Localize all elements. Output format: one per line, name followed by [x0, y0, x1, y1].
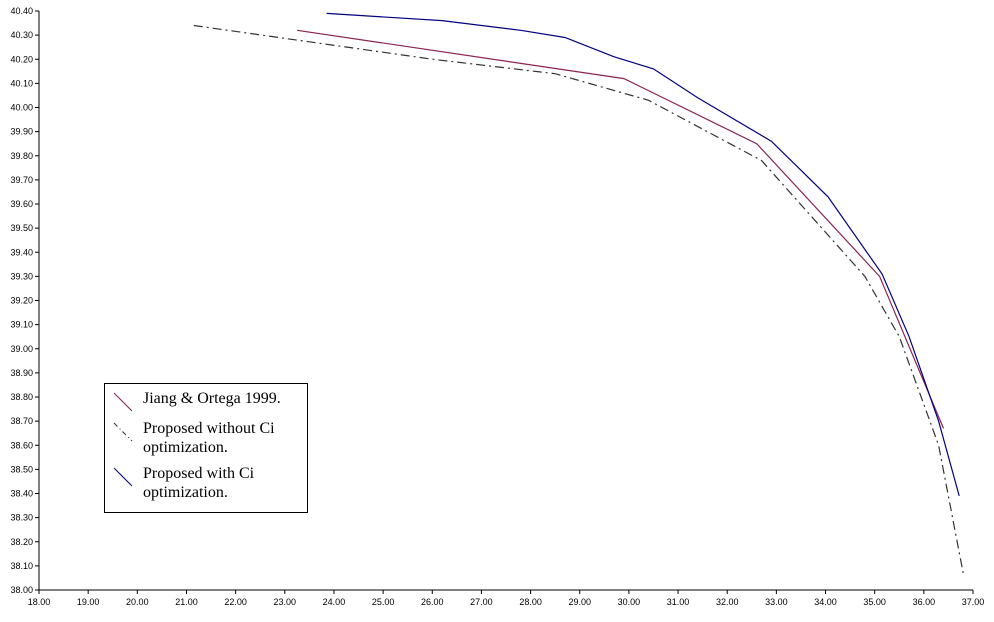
legend-label-without-ci: Proposed without Ci optimization.: [143, 420, 275, 456]
y-tick-label: 39.30: [10, 271, 33, 281]
y-tick-label: 39.60: [10, 199, 33, 209]
y-tick-label: 39.00: [10, 344, 33, 354]
y-tick-label: 38.00: [10, 585, 33, 595]
legend-swatch-with-ci: [113, 467, 133, 487]
x-tick-label: 31.00: [667, 597, 690, 607]
y-tick-label: 38.90: [10, 368, 33, 378]
y-tick-label: 40.10: [10, 78, 33, 88]
y-axis-ticks: 38.00 38.10 38.20 38.30 38.40 38.50 38.60 38.70…: [10, 6, 39, 595]
y-tick-label: 40.20: [10, 54, 33, 64]
y-tick-label: 39.90: [10, 127, 33, 137]
y-tick-label: 39.50: [10, 223, 33, 233]
x-tick-label: 22.00: [224, 597, 247, 607]
x-tick-label: 37.00: [962, 597, 985, 607]
x-tick-label: 18.00: [28, 597, 51, 607]
y-tick-label: 40.30: [10, 30, 33, 40]
legend-swatch-line: [113, 467, 133, 487]
y-tick-label: 38.80: [10, 392, 33, 402]
legend-swatch-jiang: [113, 392, 133, 412]
y-tick-label: 39.40: [10, 247, 33, 257]
x-axis-ticks: 18.00 19.00 20.00 21.00 22.00 23.00 24.00 25.00…: [28, 590, 985, 607]
y-tick-label: 38.20: [10, 537, 33, 547]
y-tick-label: 38.50: [10, 464, 33, 474]
y-tick-label: 39.80: [10, 151, 33, 161]
x-tick-label: 30.00: [618, 597, 641, 607]
y-tick-label: 40.40: [10, 6, 33, 16]
x-tick-label: 24.00: [323, 597, 346, 607]
x-tick-label: 36.00: [913, 597, 936, 607]
series-group: [193, 12, 964, 574]
x-tick-label: 32.00: [716, 597, 739, 607]
x-tick-label: 35.00: [863, 597, 886, 607]
y-tick-label: 39.20: [10, 296, 33, 306]
x-tick-label: 33.00: [765, 597, 788, 607]
x-tick-label: 28.00: [519, 597, 542, 607]
y-tick-label: 39.10: [10, 320, 33, 330]
series-line-with-ci: [326, 12, 960, 497]
series-line-jiang-ortega: [297, 29, 945, 429]
x-tick-label: 34.00: [814, 597, 837, 607]
y-tick-label: 38.70: [10, 416, 33, 426]
series-line-without-ci: [193, 24, 964, 574]
legend-swatch-without-ci: [113, 422, 133, 442]
x-tick-label: 21.00: [175, 597, 198, 607]
x-tick-label: 26.00: [421, 597, 444, 607]
y-tick-label: 38.30: [10, 513, 33, 523]
y-tick-label: 39.70: [10, 175, 33, 185]
legend-label-jiang: Jiang & Ortega 1999.: [143, 390, 281, 407]
legend-label-with-ci: Proposed with Ci optimization.: [143, 465, 255, 501]
x-tick-label: 27.00: [470, 597, 493, 607]
y-tick-label: 38.10: [10, 561, 33, 571]
x-tick-label: 19.00: [77, 597, 100, 607]
y-tick-label: 38.60: [10, 440, 33, 450]
y-tick-label: 38.40: [10, 489, 33, 499]
legend-swatch-line: [113, 422, 133, 442]
y-tick-label: 40.00: [10, 103, 33, 113]
legend: Jiang & Ortega 1999. Proposed without Ci…: [104, 383, 308, 513]
x-tick-label: 20.00: [126, 597, 149, 607]
x-tick-label: 23.00: [274, 597, 297, 607]
x-tick-label: 25.00: [372, 597, 395, 607]
legend-swatch-line: [113, 392, 133, 412]
x-tick-label: 29.00: [568, 597, 591, 607]
